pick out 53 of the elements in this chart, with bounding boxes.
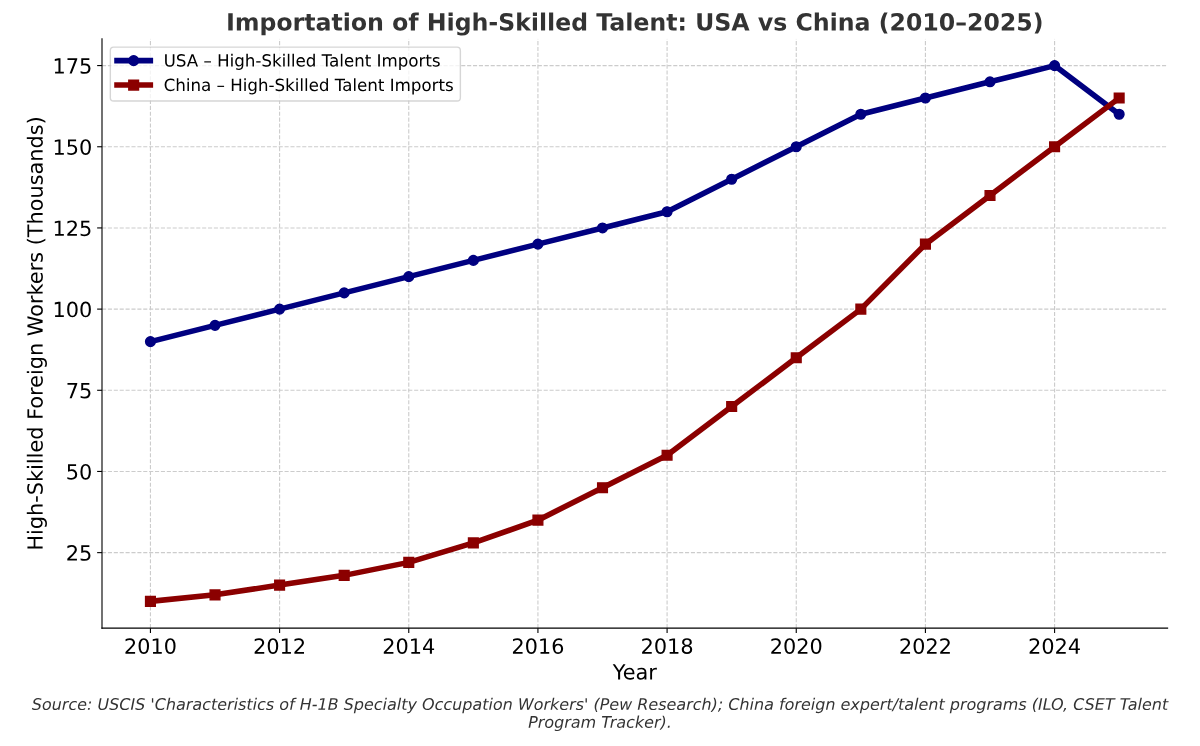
- x-tick-label: 2024: [1029, 638, 1080, 654]
- point: [726, 173, 738, 185]
- point: [790, 352, 802, 364]
- point: [144, 595, 156, 607]
- x-tick-label: 2010: [125, 638, 176, 654]
- point: [661, 449, 673, 461]
- point: [274, 303, 286, 315]
- point: [790, 141, 802, 153]
- y-tick-label: 25: [67, 545, 91, 561]
- point: [919, 92, 931, 104]
- point: [403, 556, 415, 568]
- point: [1113, 92, 1125, 104]
- point: [855, 108, 867, 120]
- point: [467, 537, 479, 549]
- point: [596, 482, 609, 494]
- legend-label: USA – High-Skilled Talent Imports: [165, 53, 440, 70]
- x-axis-title: Year: [612, 664, 657, 680]
- point: [1049, 141, 1061, 153]
- point: [274, 579, 286, 591]
- point: [144, 336, 156, 348]
- point: [726, 400, 738, 413]
- y-tick-label: 175: [54, 58, 91, 74]
- point: [596, 222, 609, 234]
- y-tick-label: 125: [54, 220, 91, 237]
- legend-label: China – High-Skilled Talent Imports: [164, 78, 453, 95]
- source-note: Source: USCIS 'Characteristics of H-1B Specialty Occupation Workers' (Pew Research); China foreign expert/talent programs (ILO, CSET Talent Program Tracker).: [31, 697, 1169, 732]
- x-tick-label: 2016: [512, 638, 564, 654]
- chart-title: Importation of High-Skilled Talent: USA vs China (2010–2025): [228, 12, 1042, 36]
- y-tick-label: 150: [54, 139, 91, 155]
- point: [338, 287, 350, 299]
- point: [919, 238, 931, 250]
- point: [467, 254, 479, 266]
- x-tick-label: 2012: [254, 638, 305, 654]
- point: [338, 569, 350, 581]
- y-tick-label: 50: [67, 463, 91, 480]
- point: [984, 76, 996, 88]
- point: [209, 589, 221, 601]
- y-tick-label: 100: [54, 301, 91, 318]
- point: [1049, 60, 1061, 72]
- y-tick-label: 75: [67, 383, 91, 399]
- point: [1113, 108, 1125, 120]
- point: [209, 319, 221, 331]
- x-tick-label: 2022: [900, 638, 950, 654]
- y-axis-title: High-Skilled Foreign Workers (Thousands): [26, 118, 47, 549]
- point: [661, 206, 673, 218]
- point: [984, 189, 996, 202]
- point: [532, 514, 544, 526]
- x-tick-label: 2014: [383, 638, 435, 654]
- x-tick-label: 2020: [771, 638, 822, 654]
- x-tick-label: 2018: [642, 638, 693, 654]
- point: [532, 238, 544, 250]
- point: [855, 303, 867, 315]
- point: [403, 271, 415, 283]
